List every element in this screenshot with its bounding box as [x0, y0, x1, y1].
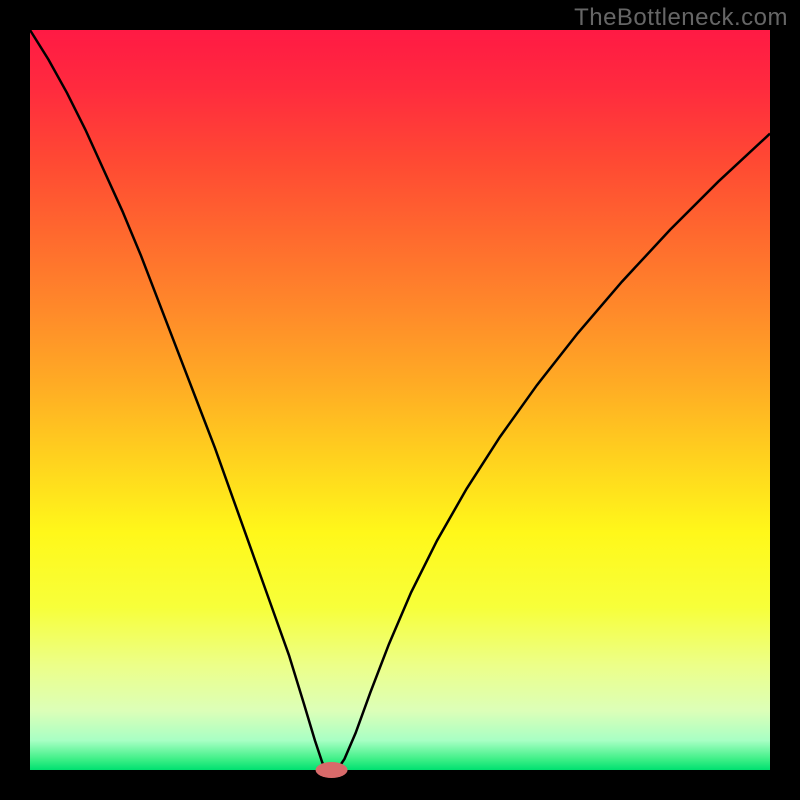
minimum-marker	[316, 762, 348, 778]
watermark-text: TheBottleneck.com	[574, 4, 788, 32]
bottleneck-chart	[0, 0, 800, 800]
plot-area	[30, 30, 770, 770]
